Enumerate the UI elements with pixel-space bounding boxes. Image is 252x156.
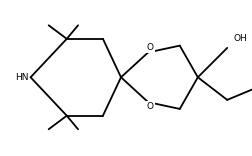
Text: O: O (147, 102, 154, 111)
Text: HN: HN (15, 73, 28, 82)
Text: OH: OH (234, 34, 248, 43)
Text: O: O (147, 43, 154, 52)
